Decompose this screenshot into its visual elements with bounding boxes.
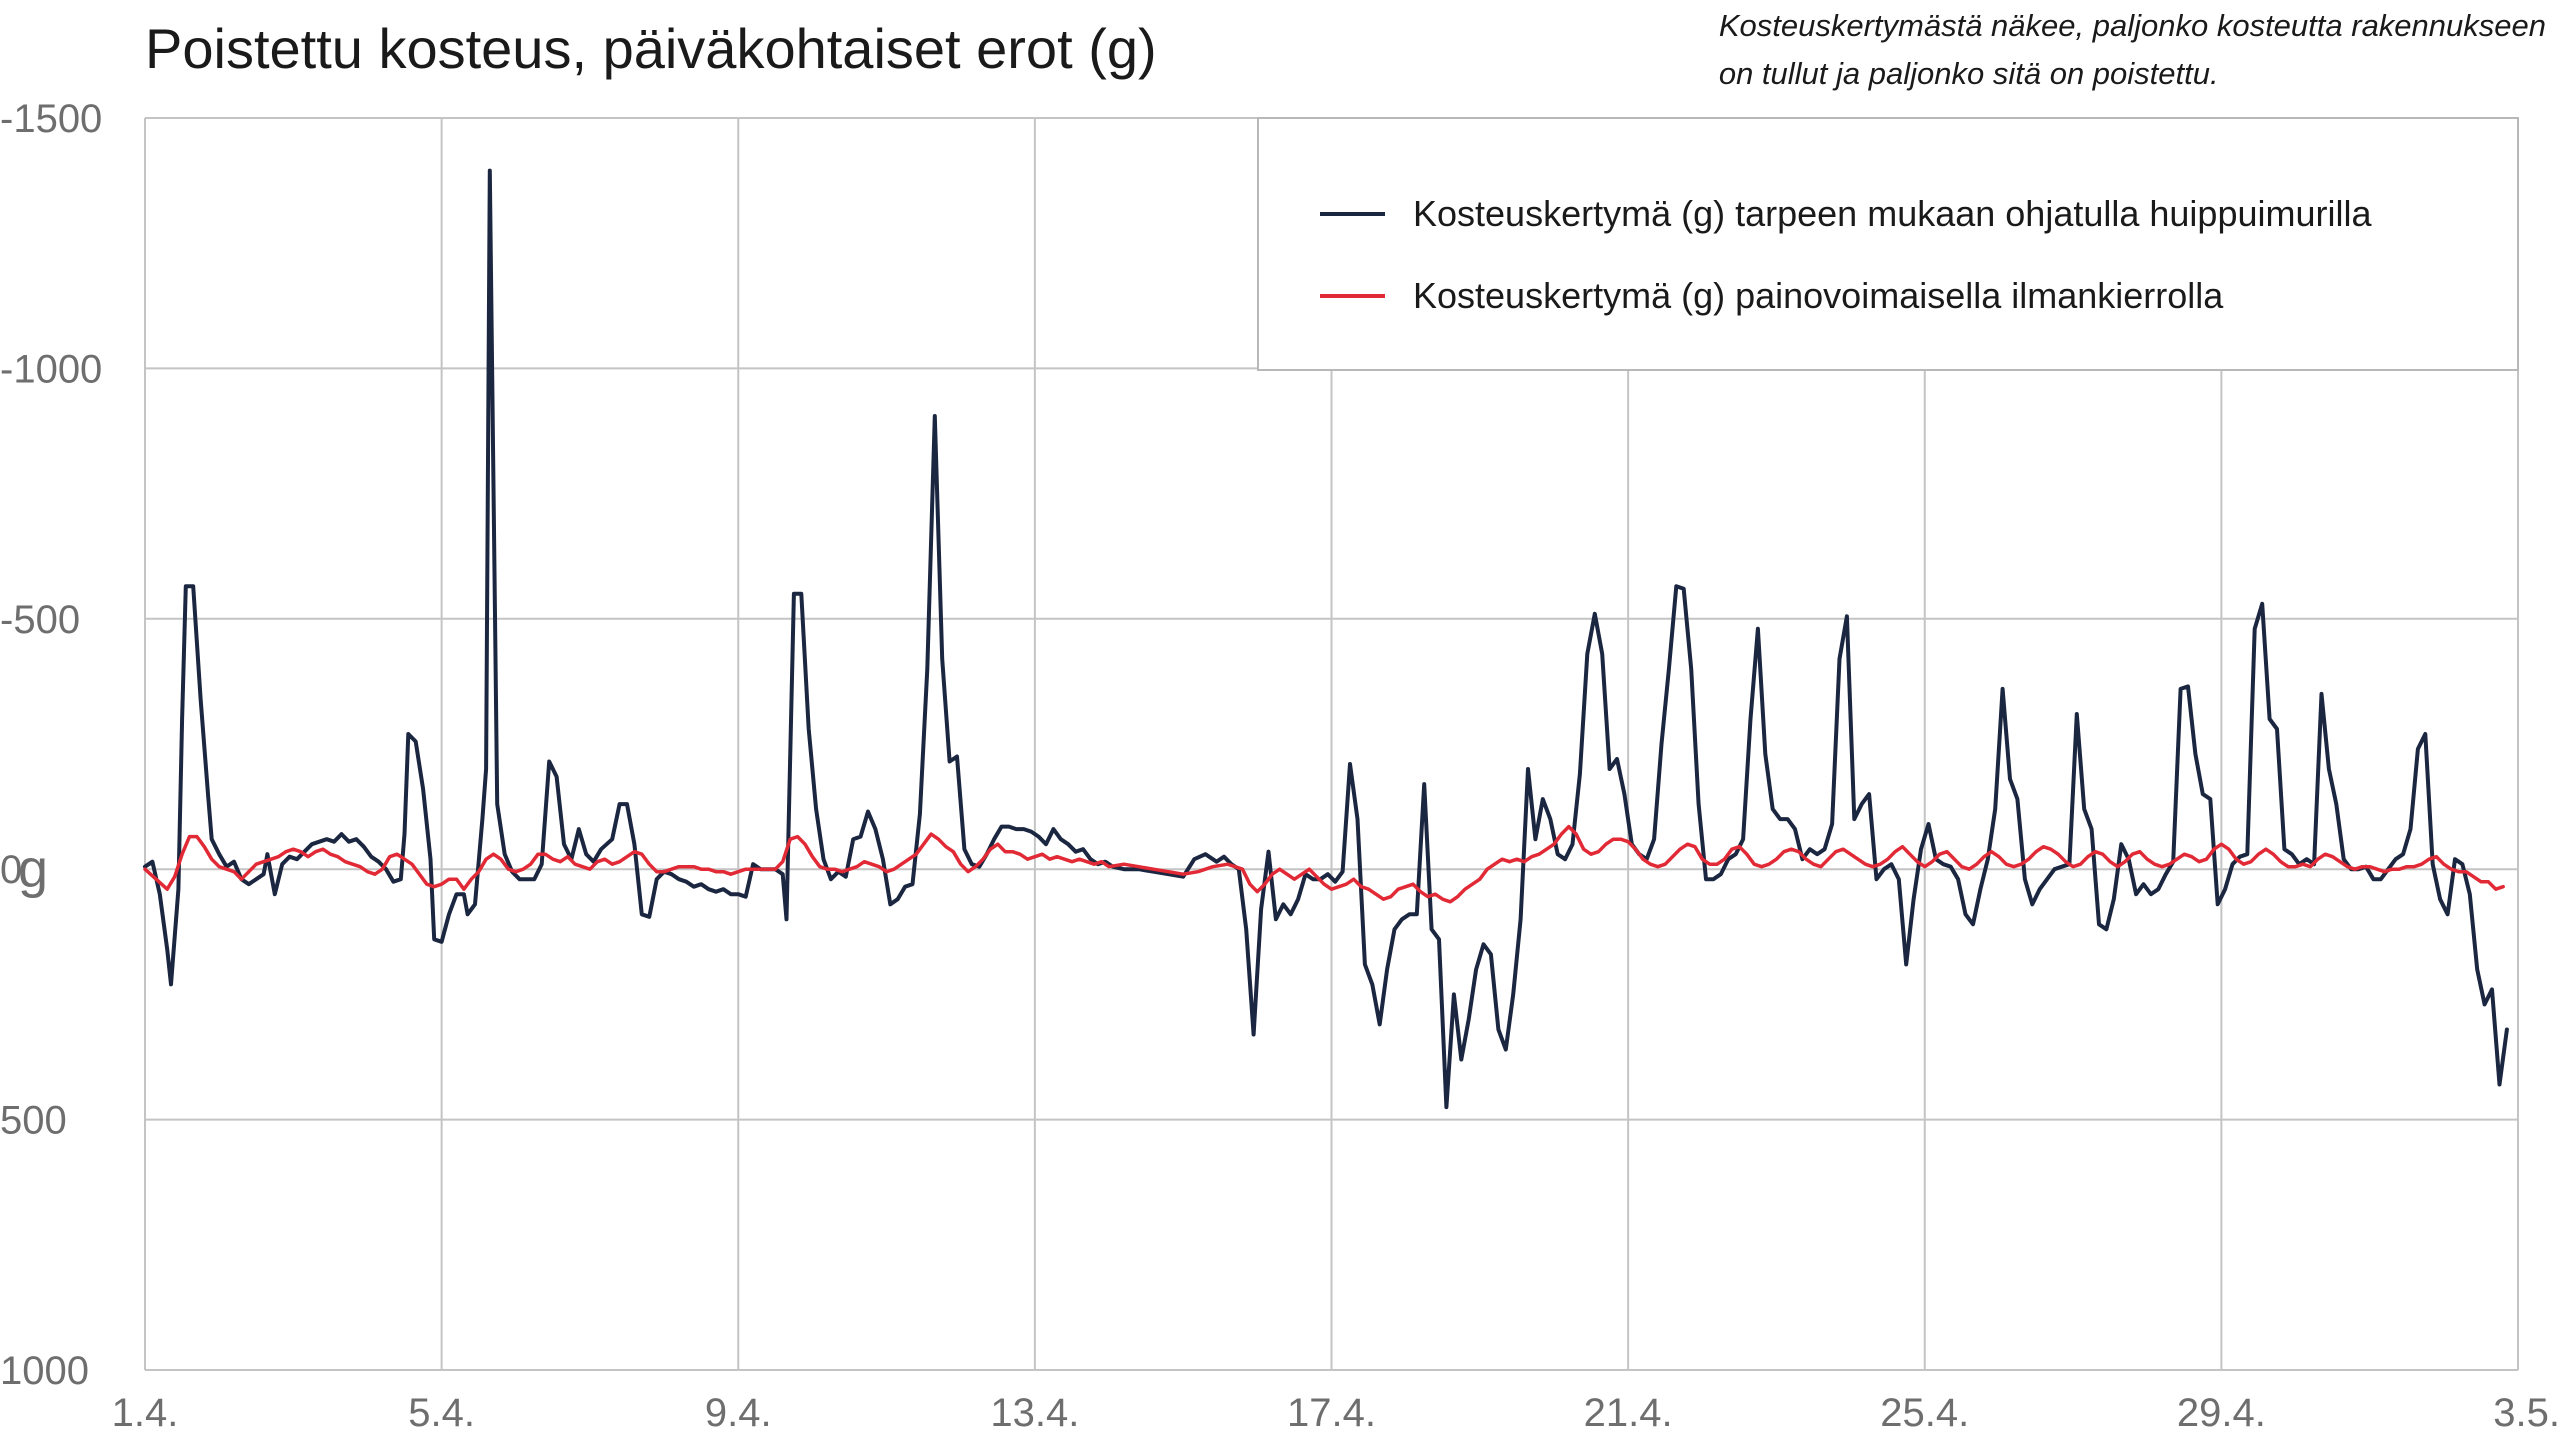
chart-note-line-1: Kosteuskertymästä näkee, paljonko kosteu… [1718, 8, 2546, 43]
y-tick-label: -1500 [0, 97, 102, 141]
legend-label-painovoimainen: Kosteuskertymä (g) painovoimaisella ilma… [1413, 275, 2224, 316]
x-tick-label: 13.4. [990, 1391, 1079, 1435]
x-tick-label: 1.4. [112, 1391, 179, 1435]
x-tick-label: 17.4. [1287, 1391, 1376, 1435]
x-tick-label: 21.4. [1584, 1391, 1673, 1435]
y-tick-label: -500 [0, 598, 80, 642]
x-tick-label: 29.4. [2177, 1391, 2266, 1435]
x-tick-label: 3.5. [2493, 1391, 2560, 1435]
legend-box [1257, 117, 2519, 371]
y-tick-label: 500 [0, 1099, 67, 1143]
series-line-huippuimuri [143, 168, 2509, 1110]
legend-label-huippuimuri: Kosteuskertymä (g) tarpeen mukaan ohjatu… [1413, 193, 2372, 234]
y-tick-label: 1000 [0, 1349, 89, 1393]
x-tick-label: 9.4. [705, 1391, 772, 1435]
series-layer [143, 168, 2509, 1110]
chart-note: Kosteuskertymästä näkee, paljonko kosteu… [1719, 2, 2546, 98]
x-tick-label: 5.4. [408, 1391, 475, 1435]
series-line-painovoimainen [143, 824, 2505, 904]
axis-labels: -1500 -1000 -500 0 500 1000 1.4. 5.4. 9.4. 13.4. 1… [0, 97, 2560, 1435]
y-tick-label: -1000 [0, 347, 102, 391]
legend: Kosteuskertymä (g) tarpeen mukaan ohjatu… [1257, 117, 2519, 371]
chart-title: Poistettu kosteus, päiväkohtaiset erot (… [145, 17, 1157, 80]
chart-note-line-2: on tullut ja paljonko sitä on poistettu. [1718, 56, 2219, 91]
x-tick-label: 25.4. [1880, 1391, 1969, 1435]
y-unit-label: g [18, 839, 48, 899]
grid [144, 117, 2519, 1371]
y-tick-label: 0 [0, 848, 22, 892]
